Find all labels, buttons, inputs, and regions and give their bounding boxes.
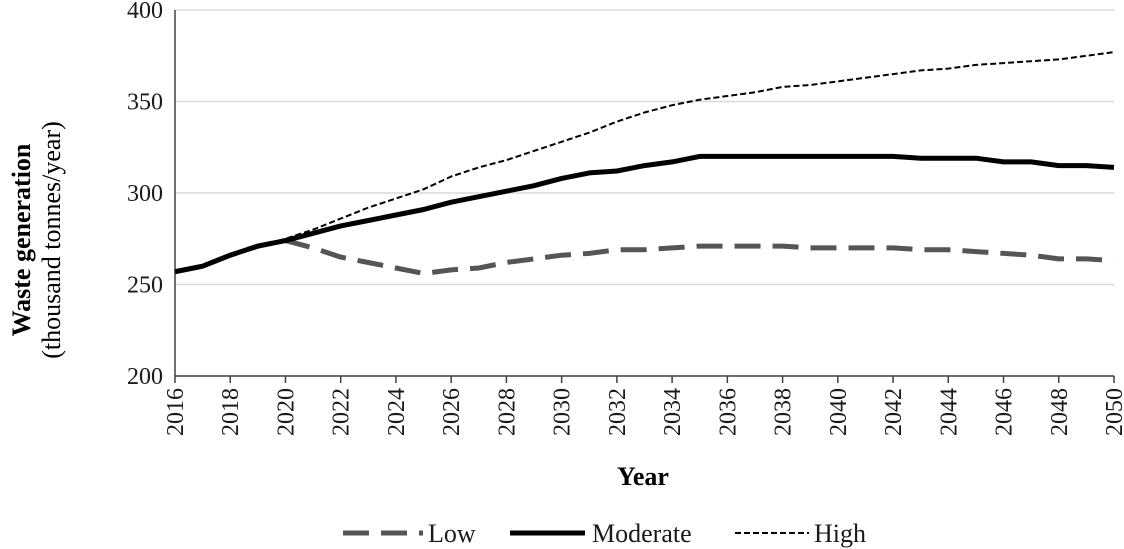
y-axis-title-line-2: (thousand tonnes/year) [37, 121, 66, 359]
x-tick-label: 2044 [936, 388, 962, 436]
series-line-moderate [174, 153, 1115, 275]
x-tick-label: 2050 [1102, 388, 1124, 436]
y-tick-labels: 200 250 300 350 400 [127, 0, 163, 390]
x-tick-label: 2028 [494, 388, 520, 436]
legend: Low Moderate High [343, 519, 866, 548]
x-tick-label: 2016 [163, 388, 189, 436]
x-axis-title: Year [617, 462, 669, 491]
x-tick-label: 2038 [771, 388, 797, 436]
x-tick-label: 2042 [881, 388, 907, 436]
x-tick-label: 2022 [329, 388, 355, 436]
x-tick-label: 2040 [826, 388, 852, 436]
x-tick-labels: 2016 2018 2020 2022 2024 2026 2028 2030 2032 2034… [163, 388, 1124, 436]
y-tick-label: 200 [127, 364, 163, 390]
x-tick-label: 2030 [550, 388, 576, 436]
x-tick-label: 2048 [1047, 388, 1073, 436]
y-tick-label: 300 [127, 181, 163, 207]
x-tick-label: 2020 [273, 388, 299, 436]
gridlines [175, 9, 1114, 286]
x-tick-label: 2046 [992, 388, 1018, 436]
legend-label-moderate: Moderate [592, 519, 692, 548]
x-tick-label: 2026 [439, 388, 465, 436]
y-tick-label: 400 [127, 0, 163, 24]
legend-label-high: High [814, 519, 866, 548]
series-line-high [174, 51, 1115, 273]
x-tick-label: 2018 [218, 388, 244, 436]
x-tick-label: 2036 [715, 388, 741, 436]
x-tick-label: 2034 [660, 388, 686, 436]
series-line-low [174, 238, 1115, 276]
series-lines [174, 51, 1115, 276]
legend-label-low: Low [428, 519, 476, 548]
x-tick-label: 2024 [384, 388, 410, 436]
x-tick-label: 2032 [605, 388, 631, 436]
y-tick-label: 350 [127, 90, 163, 116]
axes [174, 10, 1115, 383]
y-tick-label: 250 [127, 273, 163, 299]
y-axis-title-line-1: Waste generation [7, 143, 36, 336]
